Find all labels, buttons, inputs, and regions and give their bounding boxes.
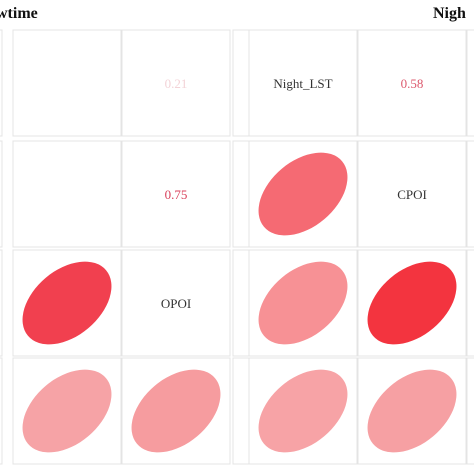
grid-cell (121, 29, 231, 137)
variable-label: OPOI (161, 296, 191, 311)
daytime-panel-title: wtime (0, 5, 38, 22)
grid-cell (121, 140, 231, 248)
grid-cell (0, 29, 3, 137)
grid-cell (466, 140, 474, 248)
grid-cell (0, 357, 3, 465)
correlation-ellipse (258, 152, 348, 236)
grid-cell (121, 249, 231, 357)
variable-label: CPOI (397, 187, 427, 202)
correlation-value: 0.58 (401, 76, 424, 91)
grid-cell (248, 29, 358, 137)
correlation-ellipse (22, 369, 112, 453)
variable-label: Night_LST (273, 76, 332, 91)
correlation-value: 0.75 (165, 187, 188, 202)
grid-cell (357, 140, 467, 248)
night-panel-title: Nigh (433, 5, 466, 22)
grid-cell (466, 29, 474, 137)
correlation-ellipse (258, 369, 348, 453)
correlation-ellipse (131, 369, 221, 453)
correlation-ellipse (22, 261, 112, 345)
grid-cell (0, 249, 3, 357)
grid-cell (466, 249, 474, 357)
grid-cell (12, 140, 122, 248)
grid-cell (0, 140, 3, 248)
correlation-ellipse (258, 261, 348, 345)
grid-cell (466, 357, 474, 465)
grid-cell (12, 29, 122, 137)
correlation-value: 0.21 (165, 76, 188, 91)
grid-cell (357, 29, 467, 137)
correlation-ellipse (367, 369, 457, 453)
correlation-ellipse (367, 261, 457, 345)
night-correlation-panel: Night_LST CPOI 0.58 (248, 29, 474, 465)
